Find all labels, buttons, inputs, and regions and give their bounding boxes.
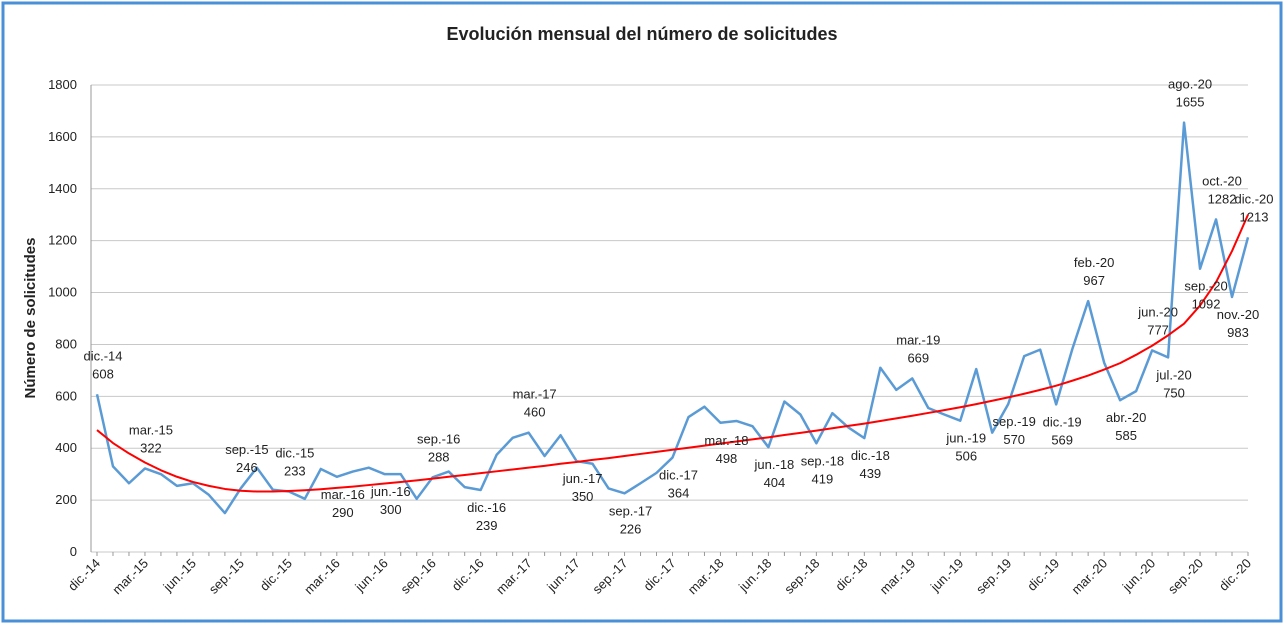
point-value-label: 226 [620,521,642,536]
y-axis-label: Número de solicitudes [22,238,39,399]
point-value-label: 750 [1163,385,1185,400]
point-category-label: sep.-20 [1184,279,1227,294]
point-value-label: 404 [764,475,786,490]
point-category-label: sep.-19 [993,414,1036,429]
point-value-label: 570 [1003,432,1025,447]
point-category-label: mar.-16 [321,487,365,502]
y-tick-label: 800 [55,336,77,351]
point-value-label: 322 [140,440,162,455]
point-value-label: 967 [1083,273,1105,288]
point-value-label: 364 [668,486,690,501]
point-category-label: jun.-16 [370,484,411,499]
point-value-label: 300 [380,502,402,517]
point-category-label: abr.-20 [1106,410,1146,425]
y-tick-label: 600 [55,388,77,403]
point-value-label: 669 [907,350,929,365]
chart-title: Evolución mensual del número de solicitu… [446,24,837,44]
point-category-label: sep.-18 [801,453,844,468]
point-value-label: 419 [812,471,834,486]
point-category-label: dic.-18 [851,448,890,463]
point-category-label: ago.-20 [1168,77,1212,92]
point-value-label: 290 [332,505,354,520]
point-category-label: dic.-14 [83,348,122,363]
point-value-label: 1655 [1176,95,1205,110]
point-value-label: 1213 [1240,209,1269,224]
point-category-label: dic.-20 [1234,191,1273,206]
point-value-label: 239 [476,518,498,533]
point-category-label: mar.-19 [896,332,940,347]
point-category-label: jun.-18 [754,457,795,472]
point-category-label: sep.-17 [609,503,652,518]
y-tick-label: 1400 [48,181,77,196]
point-category-label: feb.-20 [1074,255,1114,270]
point-category-label: jul.-20 [1155,367,1191,382]
point-value-label: 506 [955,449,977,464]
y-tick-label: 1600 [48,129,77,144]
point-value-label: 777 [1147,322,1169,337]
y-tick-label: 1000 [48,285,77,300]
point-value-label: 983 [1227,325,1249,340]
point-category-label: sep.-15 [225,442,268,457]
point-category-label: dic.-17 [659,468,698,483]
point-value-label: 498 [716,451,738,466]
point-category-label: mar.-18 [704,433,748,448]
y-tick-label: 1800 [48,77,77,92]
point-value-label: 439 [859,466,881,481]
point-value-label: 1092 [1192,297,1221,312]
point-value-label: 288 [428,449,450,464]
point-category-label: nov.-20 [1217,307,1259,322]
point-value-label: 460 [524,405,546,420]
point-category-label: mar.-17 [513,387,557,402]
point-category-label: dic.-16 [467,500,506,515]
point-category-label: jun.-19 [945,431,986,446]
point-value-label: 246 [236,460,258,475]
point-value-label: 350 [572,489,594,504]
point-category-label: oct.-20 [1202,173,1242,188]
trend-line [96,214,1249,493]
point-value-label: 1282 [1208,191,1237,206]
point-value-label: 585 [1115,428,1137,443]
y-tick-label: 400 [55,440,77,455]
point-category-label: dic.-15 [275,446,314,461]
y-tick-label: 1200 [48,233,77,248]
point-value-label: 569 [1051,432,1073,447]
point-value-label: 608 [92,366,114,381]
point-category-label: dic.-19 [1043,414,1082,429]
y-tick-label: 0 [70,544,77,559]
point-category-label: mar.-15 [129,422,173,437]
point-category-label: jun.-20 [1137,304,1178,319]
y-tick-label: 200 [55,492,77,507]
point-category-label: jun.-17 [562,471,603,486]
point-category-label: sep.-16 [417,431,460,446]
point-value-label: 233 [284,464,306,479]
